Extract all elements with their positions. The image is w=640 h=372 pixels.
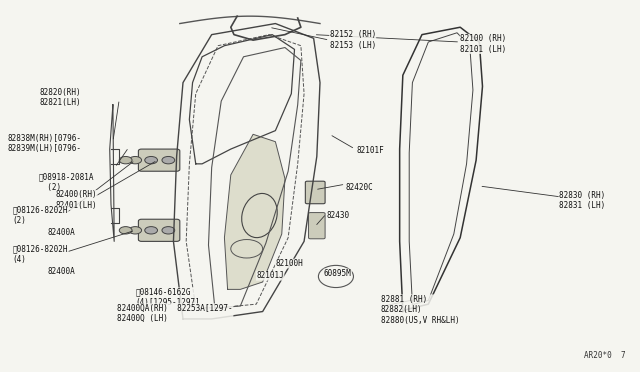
- Text: AR20*0  7: AR20*0 7: [584, 350, 626, 359]
- Text: 82101J: 82101J: [256, 271, 284, 280]
- Circle shape: [162, 157, 175, 164]
- FancyBboxPatch shape: [308, 212, 325, 239]
- FancyBboxPatch shape: [138, 149, 180, 171]
- Text: 82101F: 82101F: [357, 147, 385, 155]
- Text: Ⓑ08126-8202H
(4): Ⓑ08126-8202H (4): [13, 245, 68, 264]
- Circle shape: [129, 227, 141, 234]
- Circle shape: [119, 157, 132, 164]
- Text: 82430: 82430: [326, 211, 349, 220]
- Circle shape: [129, 157, 141, 164]
- Text: 82400(RH)
82401(LH): 82400(RH) 82401(LH): [56, 190, 97, 210]
- Text: 82881 (RH)
82882(LH)
82880(US,V RH&LH): 82881 (RH) 82882(LH) 82880(US,V RH&LH): [381, 295, 459, 325]
- Circle shape: [162, 227, 175, 234]
- Circle shape: [145, 157, 157, 164]
- Text: 82400QA(RH)  82253A[1297-
82400Q (LH): 82400QA(RH) 82253A[1297- 82400Q (LH): [117, 304, 233, 323]
- Polygon shape: [225, 134, 285, 289]
- Text: ⓝ08918-2081A
  (2): ⓝ08918-2081A (2): [38, 173, 94, 192]
- FancyBboxPatch shape: [305, 181, 325, 204]
- Text: 82400A: 82400A: [47, 267, 75, 276]
- Circle shape: [145, 227, 157, 234]
- Text: 82100H: 82100H: [275, 259, 303, 268]
- Circle shape: [119, 227, 132, 234]
- Text: 82420C: 82420C: [346, 183, 373, 192]
- Text: 82152 (RH)
82153 (LH): 82152 (RH) 82153 (LH): [330, 31, 376, 50]
- Text: 60895M: 60895M: [324, 269, 351, 278]
- Text: 82830 (RH)
82831 (LH): 82830 (RH) 82831 (LH): [559, 191, 605, 211]
- Text: 82820(RH)
82821(LH): 82820(RH) 82821(LH): [40, 88, 81, 107]
- Text: 82400A: 82400A: [47, 228, 75, 237]
- Text: Ⓑ08126-8202H
(2): Ⓑ08126-8202H (2): [13, 206, 68, 225]
- Text: Ⓑ08146-6162G
(4)[1295-1297]: Ⓑ08146-6162G (4)[1295-1297]: [135, 288, 200, 307]
- Text: 82100 (RH)
82101 (LH): 82100 (RH) 82101 (LH): [460, 34, 506, 54]
- FancyBboxPatch shape: [138, 219, 180, 241]
- Text: 82838M(RH)[0796-
82839M(LH)[0796-: 82838M(RH)[0796- 82839M(LH)[0796-: [8, 134, 82, 153]
